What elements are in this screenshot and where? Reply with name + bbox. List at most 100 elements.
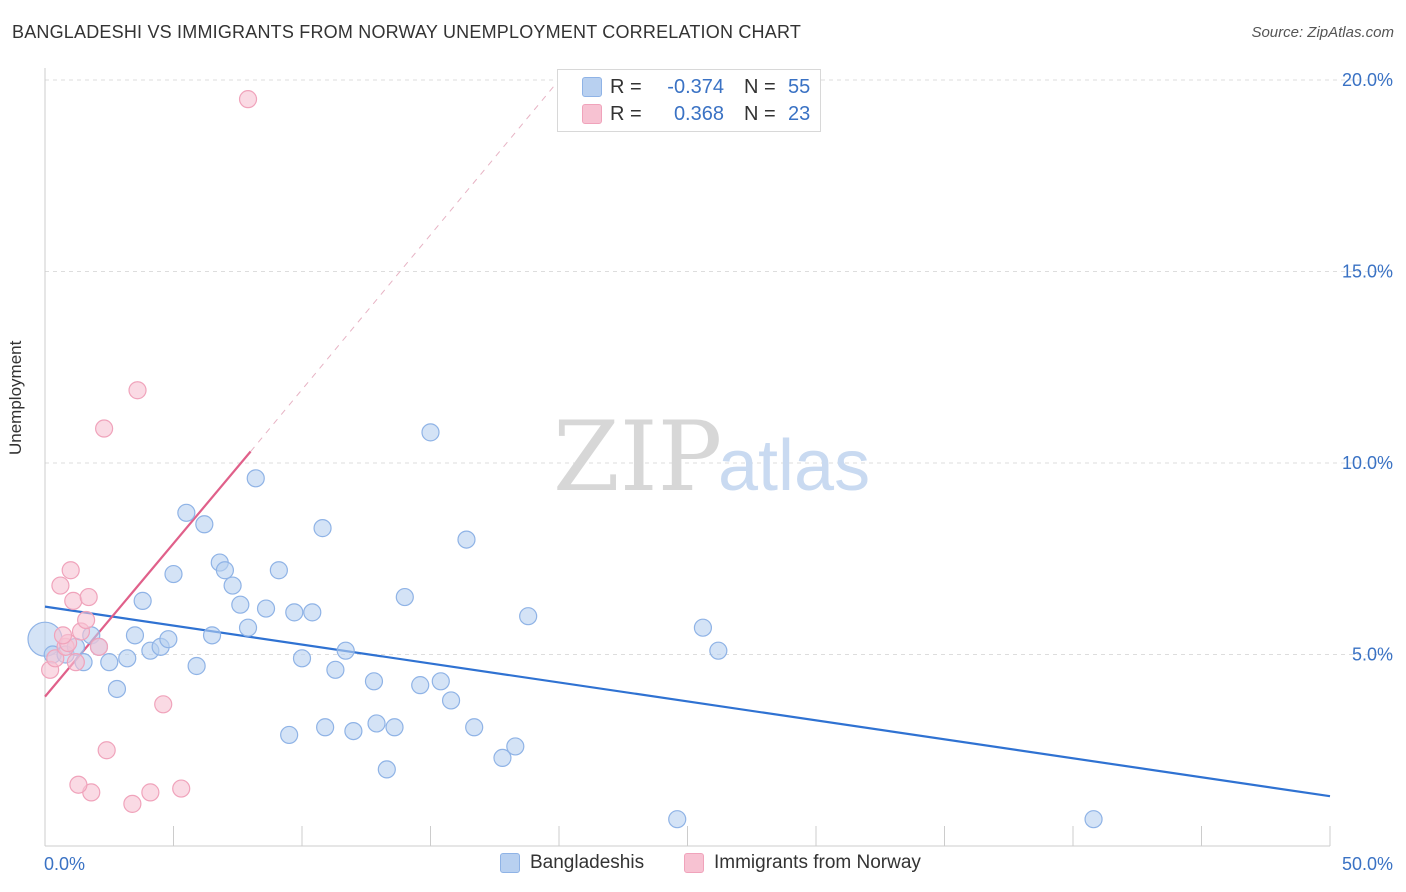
point-bangladeshis xyxy=(367,714,386,733)
point-bangladeshis xyxy=(668,810,687,829)
point-bangladeshis xyxy=(326,660,345,679)
point-bangladeshis xyxy=(133,591,152,610)
point-bangladeshis xyxy=(303,603,322,622)
point-bangladeshis xyxy=(336,641,355,660)
legend-n-label: N = xyxy=(744,75,776,98)
point-bangladeshis xyxy=(411,676,430,695)
point-norway xyxy=(66,653,85,672)
point-bangladeshis xyxy=(238,618,258,637)
point-bangladeshis xyxy=(187,656,206,676)
y-axis-label: Unemployment xyxy=(6,340,25,455)
watermark-zip: ZIP xyxy=(553,401,722,513)
point-norway xyxy=(154,695,173,714)
point-bangladeshis xyxy=(364,672,384,691)
point-norway xyxy=(51,576,70,595)
point-bangladeshis xyxy=(519,607,538,626)
point-bangladeshis xyxy=(280,725,299,745)
point-norway xyxy=(77,610,96,630)
point-bangladeshis xyxy=(421,423,440,442)
point-bangladeshis xyxy=(107,679,127,699)
point-bangladeshis xyxy=(316,718,335,737)
point-norway xyxy=(238,90,258,109)
source-credit: Source: ZipAtlas.com xyxy=(1251,24,1394,41)
point-bangladeshis xyxy=(246,469,265,488)
bottom-legend-label: Bangladeshis xyxy=(530,852,645,873)
axes xyxy=(44,68,1331,847)
point-bangladeshis xyxy=(125,626,145,645)
watermark-atlas: atlas xyxy=(718,426,870,506)
point-norway xyxy=(123,794,142,813)
bottom-legend-bangladeshis: Bangladeshis xyxy=(500,852,644,874)
legend-row-norway: R = 0.368 N = 23 xyxy=(582,101,810,127)
point-bangladeshis xyxy=(164,564,183,584)
y-tick-label: 15.0% xyxy=(1342,262,1393,282)
point-norway xyxy=(61,561,80,580)
y-tick-label: 5.0% xyxy=(1352,645,1393,665)
tick-labels: 5.0% 10.0% 15.0% 20.0% 0.0% 50.0% xyxy=(44,70,1393,874)
legend-r-value: -0.374 xyxy=(667,75,724,98)
legend-swatch-pink xyxy=(582,104,602,124)
point-bangladeshis xyxy=(285,603,304,622)
point-bangladeshis xyxy=(506,737,525,756)
point-bangladeshis xyxy=(377,760,396,779)
point-bangladeshis xyxy=(493,748,512,768)
bottom-legend-label: Immigrants from Norway xyxy=(714,852,921,873)
legend-row-bangladeshis: R = -0.374 N = 55 xyxy=(582,74,810,100)
legend-r-value: 0.368 xyxy=(673,102,724,125)
point-bangladeshis xyxy=(344,721,363,741)
point-norway xyxy=(89,637,109,656)
point-bangladeshis xyxy=(1084,810,1103,829)
point-bangladeshis xyxy=(118,649,137,668)
point-bangladeshis xyxy=(100,653,119,672)
point-norway xyxy=(69,775,88,794)
point-bangladeshis xyxy=(202,626,222,645)
legend-n-value: 23 xyxy=(788,102,811,125)
point-norway xyxy=(141,783,160,802)
x-tick-label: 0.0% xyxy=(44,854,85,874)
point-bangladeshis xyxy=(457,530,476,549)
point-norway xyxy=(172,779,191,798)
point-norway xyxy=(95,419,114,438)
point-bangladeshis xyxy=(313,519,332,538)
trend-line xyxy=(44,605,1331,798)
chart-title: BANGLADESHI VS IMMIGRANTS FROM NORWAY UN… xyxy=(12,22,802,42)
point-bangladeshis xyxy=(292,649,312,668)
point-bangladeshis xyxy=(195,515,214,534)
point-bangladeshis xyxy=(177,503,196,522)
legend-n-value: 55 xyxy=(788,75,811,98)
point-norway xyxy=(46,649,65,668)
bottom-legend-swatch-blue xyxy=(500,853,520,873)
point-bangladeshis xyxy=(385,718,404,737)
point-bangladeshis xyxy=(231,595,250,614)
point-bangladeshis xyxy=(431,672,450,691)
legend-r-label: R = xyxy=(610,75,642,98)
point-norway xyxy=(97,741,116,760)
point-bangladeshis xyxy=(215,561,234,580)
point-bangladeshis xyxy=(441,691,461,710)
y-tick-label: 20.0% xyxy=(1342,70,1393,90)
correlation-legend: R = -0.374 N = 55 R = 0.368 N = 23 xyxy=(557,69,821,132)
legend-swatch-blue xyxy=(582,77,602,97)
point-bangladeshis xyxy=(223,576,242,595)
point-norway xyxy=(64,591,83,610)
point-bangladeshis xyxy=(395,587,414,607)
trend-line xyxy=(250,79,560,452)
legend-r-label: R = xyxy=(610,102,642,125)
legend-n-label: N = xyxy=(744,102,776,125)
point-bangladeshis xyxy=(269,561,288,580)
point-bangladeshis xyxy=(159,630,178,649)
bottom-legend-norway: Immigrants from Norway xyxy=(684,852,921,874)
grid-lines xyxy=(45,79,1392,655)
point-norway xyxy=(53,626,73,645)
point-bangladeshis xyxy=(256,599,276,618)
bottom-legend-swatch-pink xyxy=(684,853,704,873)
point-bangladeshis xyxy=(465,718,484,737)
point-norway xyxy=(128,381,147,400)
y-tick-label: 10.0% xyxy=(1342,453,1393,473)
point-bangladeshis xyxy=(709,641,728,660)
x-tick-label: 50.0% xyxy=(1342,854,1393,874)
point-bangladeshis xyxy=(693,618,713,637)
point-norway xyxy=(79,587,98,607)
